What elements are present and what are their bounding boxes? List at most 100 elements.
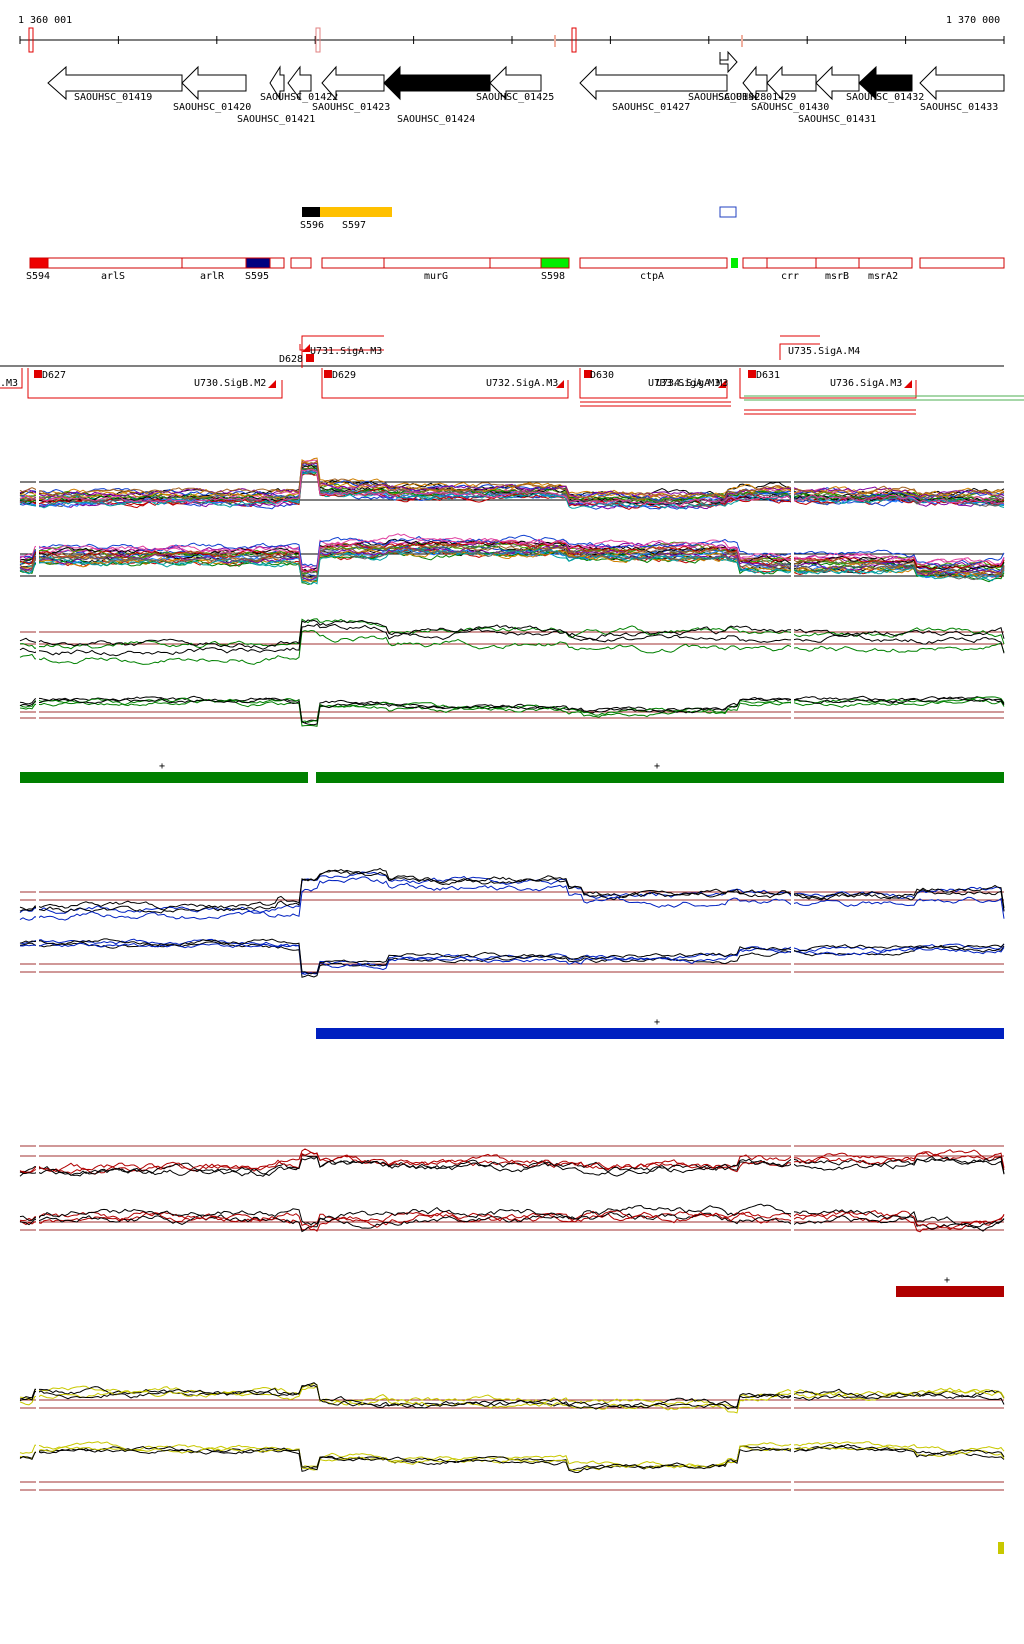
- signal-line: [19, 867, 1005, 912]
- signal-line: [19, 1149, 1005, 1174]
- segment-box[interactable]: [489, 257, 542, 269]
- signal-line: [19, 1383, 1005, 1410]
- ruler-marker: [741, 35, 743, 47]
- signal-gap: [791, 1432, 794, 1492]
- operon-terminator: [556, 380, 564, 388]
- gene-arrow[interactable]: [815, 65, 860, 101]
- operon-start-block[interactable]: [584, 370, 592, 378]
- signal-line: [19, 1210, 1005, 1230]
- signal-gap: [36, 1432, 39, 1492]
- gene-arrow[interactable]: [766, 65, 817, 101]
- gene-label: SAOUHSC_01423: [312, 102, 390, 113]
- signal-gap: [36, 1370, 39, 1430]
- segment-box[interactable]: [47, 257, 183, 269]
- signal-line: [19, 1444, 1005, 1474]
- gene-arrow[interactable]: [742, 65, 768, 101]
- feature-box[interactable]: [320, 207, 392, 217]
- segment-box[interactable]: [29, 257, 49, 269]
- gene-label: SAOUHSC_01429: [718, 92, 796, 103]
- operon-bracket: [27, 368, 283, 399]
- signal-line: [19, 461, 1005, 501]
- segment-box[interactable]: [858, 257, 913, 269]
- gene-arrow[interactable]: [181, 65, 247, 101]
- coordinate-ruler: 1 360 001 1 370 000: [18, 15, 1005, 53]
- ruler-marker: [315, 27, 321, 53]
- segment-box[interactable]: [731, 258, 738, 268]
- signal-gap: [36, 1190, 39, 1250]
- gene-arrow[interactable]: [287, 65, 312, 101]
- gene-label: SAOUHSC_01425: [476, 92, 554, 103]
- gene-arrow[interactable]: [47, 65, 183, 101]
- segment-box[interactable]: [742, 257, 768, 269]
- segment-box[interactable]: [321, 257, 385, 269]
- signal-gap: [791, 468, 794, 528]
- signal-panel: [19, 924, 1005, 984]
- signal-line: [19, 533, 1005, 573]
- gene-arrow[interactable]: [383, 65, 491, 101]
- operon-label: .M3: [0, 378, 18, 389]
- operon-bracket: [779, 343, 820, 360]
- segment-box[interactable]: [269, 257, 285, 269]
- signal-line: [19, 1445, 1005, 1472]
- signal-line: [19, 1148, 1005, 1175]
- gene-arrow[interactable]: [579, 65, 728, 101]
- segment-label: arlS: [101, 271, 125, 282]
- feature-label: S596: [300, 220, 324, 231]
- operon-label: U736.SigA.M3: [830, 378, 902, 389]
- expression-segment-bar[interactable]: [316, 772, 1004, 783]
- gene-arrow[interactable]: [269, 65, 285, 101]
- ruler-ticks: [19, 36, 1005, 44]
- operon-start-block[interactable]: [324, 370, 332, 378]
- expression-segment-bar[interactable]: [998, 1542, 1004, 1554]
- segment-box[interactable]: [919, 257, 1005, 269]
- signal-line: [19, 1211, 1005, 1233]
- segment-box[interactable]: [181, 257, 247, 269]
- signal-line: [19, 468, 1004, 507]
- operon-start-block[interactable]: [306, 354, 314, 362]
- segment-box[interactable]: [540, 257, 570, 269]
- expression-segment-bar[interactable]: [316, 1028, 1004, 1039]
- expression-segment-bars: + + + +: [20, 761, 1004, 1554]
- gene-arrow[interactable]: [719, 50, 738, 74]
- signal-gap: [791, 1132, 794, 1192]
- signal-line: [19, 1441, 1005, 1469]
- feature-label: S597: [342, 220, 366, 231]
- operon-label: U735.SigA.M4: [788, 346, 860, 357]
- segment-box[interactable]: [815, 257, 860, 269]
- segment-label: S598: [541, 271, 565, 282]
- segment-box[interactable]: [290, 257, 312, 269]
- signal-line: [19, 548, 1005, 583]
- segment-label: S595: [245, 271, 269, 282]
- gene-label: SAOUHSC_01419: [74, 92, 152, 103]
- signal-line: [19, 696, 1005, 723]
- operon-bracket: [301, 335, 384, 368]
- signal-line: [19, 547, 1005, 580]
- gene-arrow[interactable]: [858, 65, 913, 101]
- segment-box[interactable]: [579, 257, 728, 269]
- gene-arrow[interactable]: [321, 65, 385, 101]
- signal-gap: [36, 1132, 39, 1192]
- operon-label: D630: [590, 370, 614, 381]
- gene-arrow[interactable]: [919, 65, 1005, 101]
- operon-bracket: [0, 368, 23, 389]
- segment-box[interactable]: [245, 257, 271, 269]
- operon-start-block[interactable]: [748, 370, 756, 378]
- operon-bracket: [579, 368, 728, 399]
- signal-line: [19, 548, 1005, 581]
- expression-segment-bar[interactable]: [896, 1286, 1004, 1297]
- expression-segment-bar[interactable]: [20, 772, 308, 783]
- gene-label: SAOUHSC_01433: [920, 102, 998, 113]
- signal-line: [19, 696, 1005, 726]
- feature-box[interactable]: [719, 206, 737, 218]
- segment-box[interactable]: [383, 257, 491, 269]
- feature-box[interactable]: [302, 207, 320, 217]
- operon-start-block[interactable]: [34, 370, 42, 378]
- gene-arrow[interactable]: [489, 65, 542, 101]
- segment-box[interactable]: [766, 257, 817, 269]
- signal-panel: [19, 1190, 1005, 1250]
- segment-label: crr: [781, 271, 799, 282]
- signal-gap: [36, 924, 39, 984]
- signal-line: [19, 618, 1005, 650]
